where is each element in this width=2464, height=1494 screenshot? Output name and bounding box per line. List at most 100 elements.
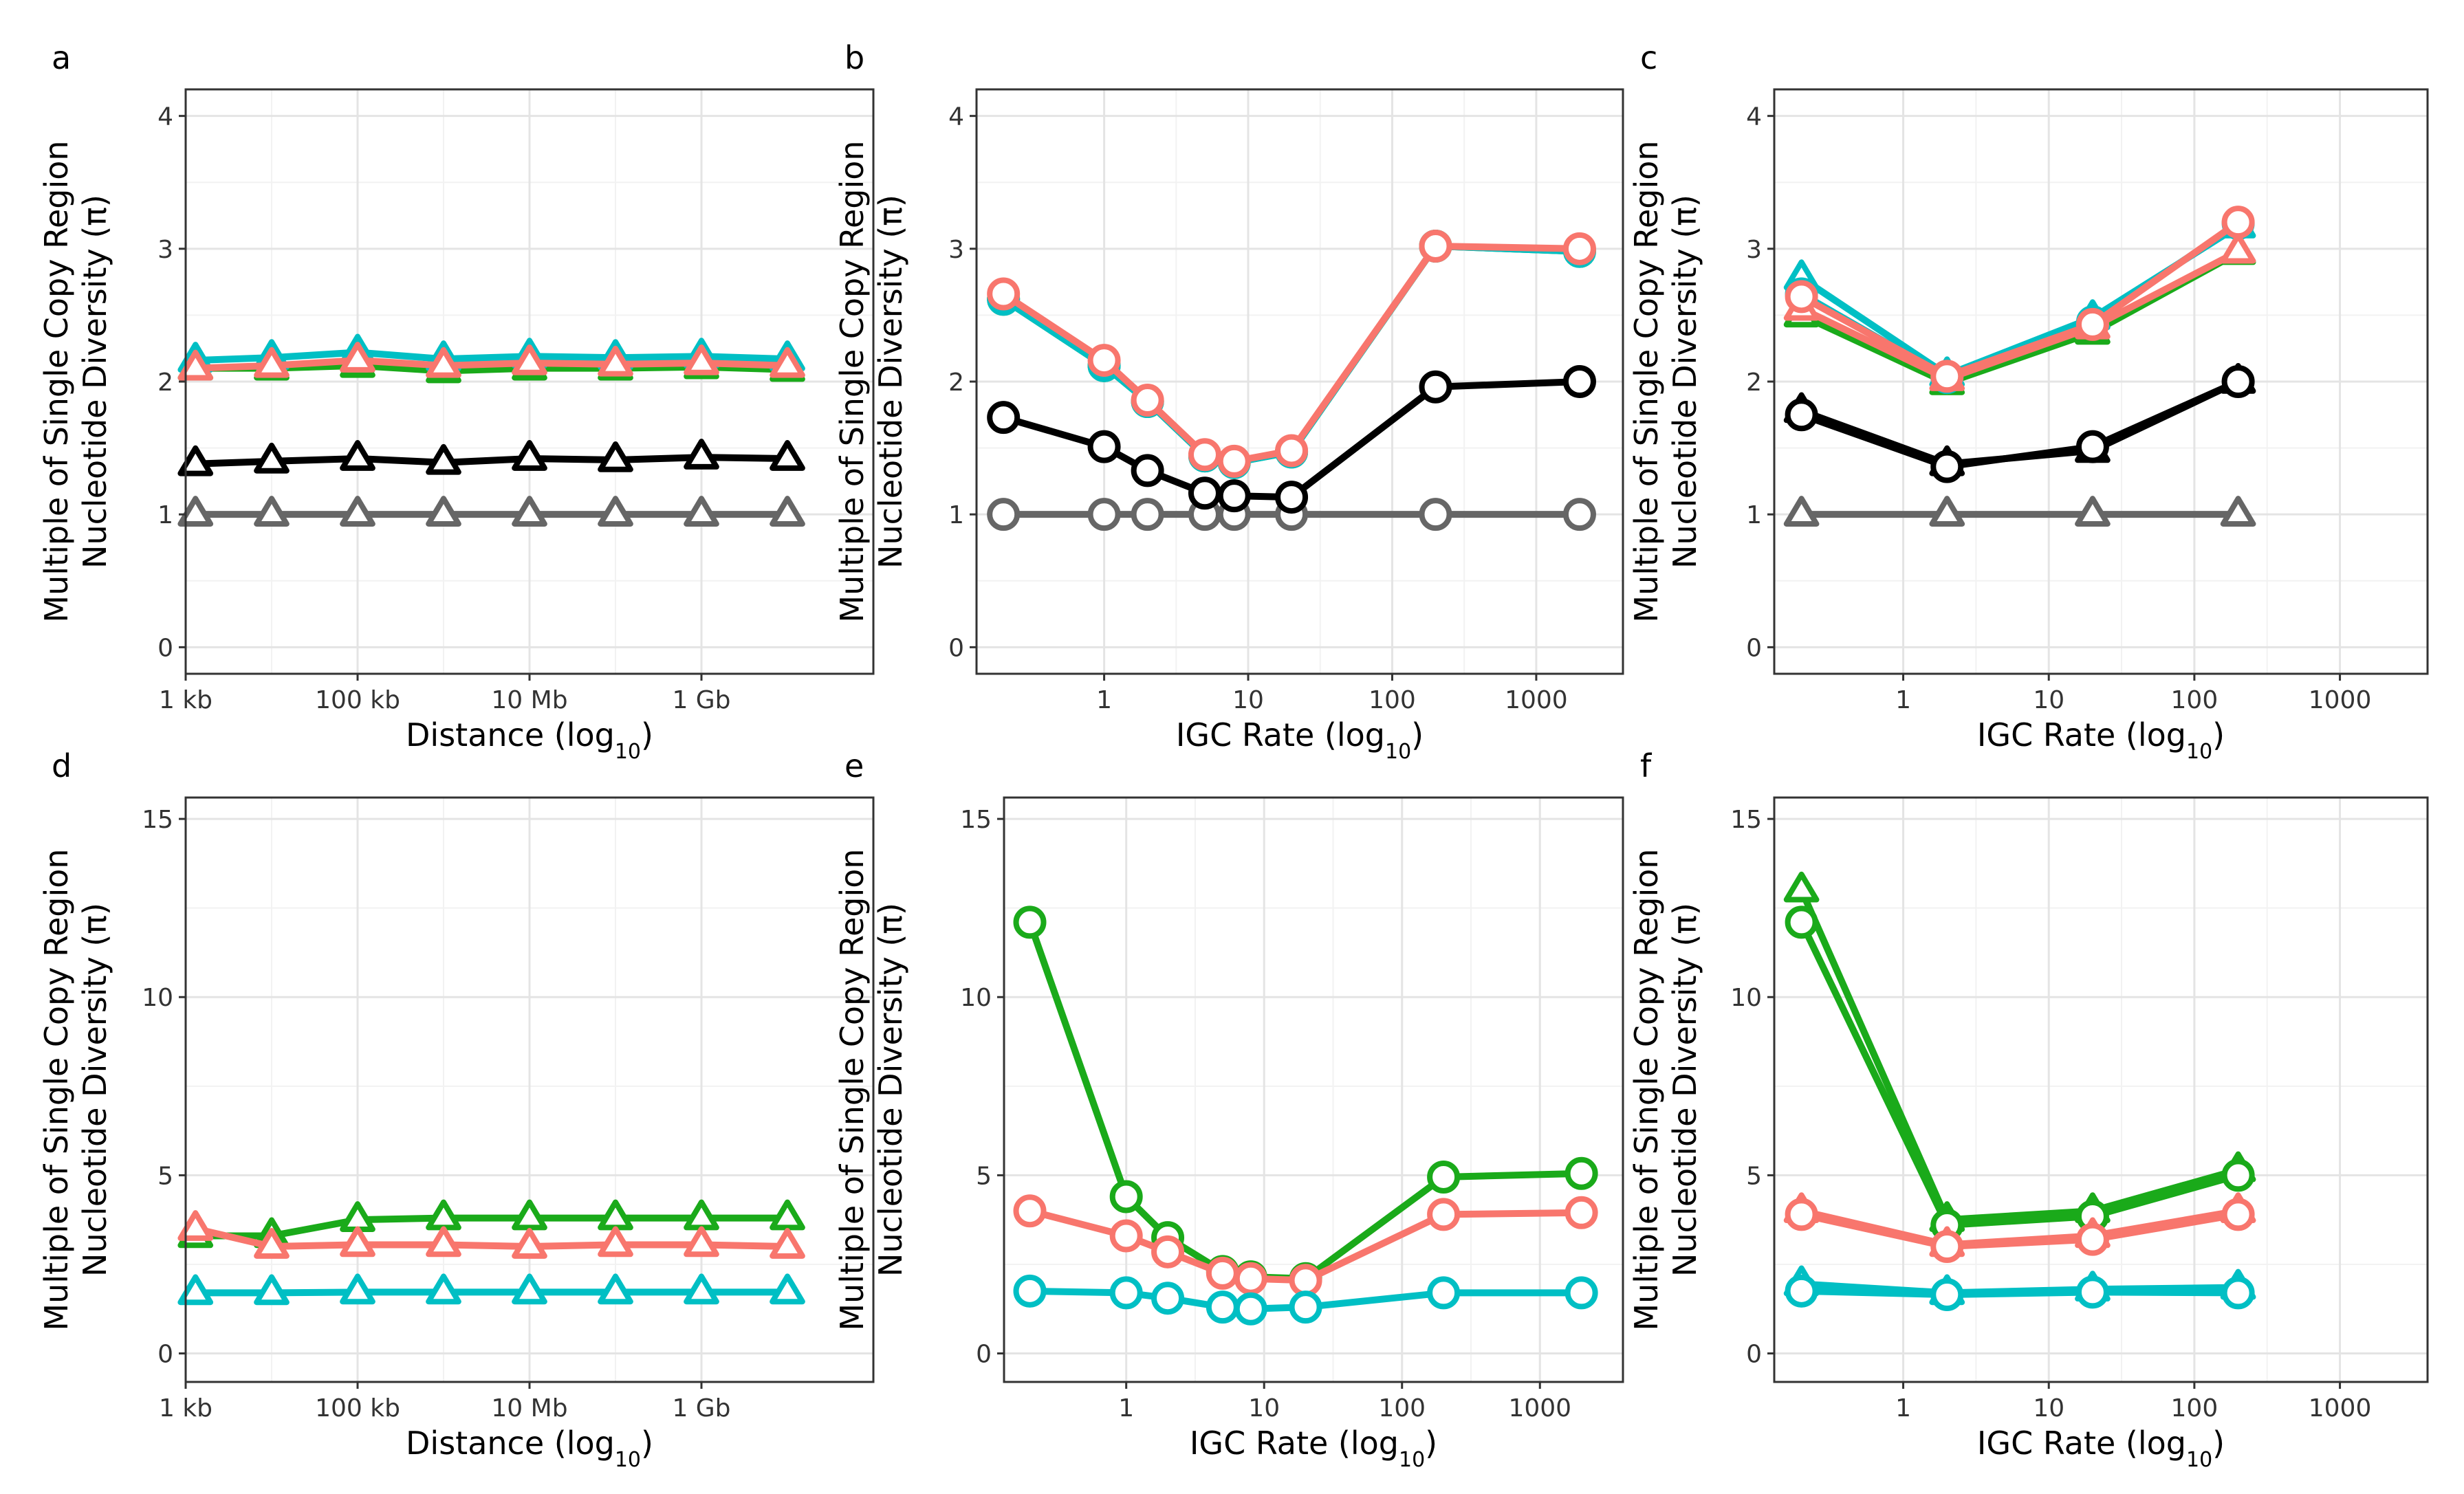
x-tick-label: 10 [2033,1394,2064,1422]
data-point-circle [1562,498,1596,531]
data-point-triangle [177,349,214,381]
series-line-green [192,1214,791,1240]
data-point-circle [1087,430,1121,463]
data-point-triangle [2220,496,2256,527]
data-point-circle [1217,479,1251,513]
series-line-cyan [1798,1287,2242,1299]
x-tick-label: 100 [1369,686,1416,714]
data-point-triangle [254,347,290,378]
data-point-triangle [177,1274,214,1306]
y-tick-label: 0 [1746,1341,1762,1369]
data-point-circle [1419,370,1452,404]
data-point-triangle [177,1210,214,1241]
data-point-circle [1206,1256,1239,1290]
data-point-circle [1206,1290,1239,1324]
series-line-cyan [192,349,791,364]
x-tick-label: 1 Gb [672,1394,730,1422]
data-point-circle [1131,384,1164,417]
x-tick-label: 1000 [2309,1394,2372,1422]
data-point-triangle [340,1273,375,1305]
data-point-circle [1131,498,1164,531]
data-point-circle [1562,232,1596,265]
data-point-triangle [340,1226,375,1257]
data-point-circle [987,498,1021,531]
x-tick-label: 1000 [1508,1394,1571,1422]
data-point-triangle [770,440,805,471]
data-point-triangle [1783,871,1820,903]
y-tick-label: 0 [157,634,173,662]
panel-label: d [52,747,72,784]
data-point-circle [1188,438,1221,472]
panel-label: c [1640,39,1657,76]
panel-a: 0 1 2 3 4 1 kb 100 kb 10 Mb 1 Gb Distance (log10)… [38,39,875,764]
data-point-triangle [770,1228,805,1259]
data-point-triangle [512,1228,547,1259]
y-tick-label: 10 [1730,984,1762,1012]
data-point-circle [2221,206,2255,239]
data-point-circle [2075,307,2109,341]
panel-f: 0 5 10 15 1 10 100 1000 IGC Rate (log10) Multiple… [1628,747,2429,1472]
data-point-circle [1930,1230,1964,1264]
y-tick-label: 2 [1746,369,1762,397]
panel-d: 0 5 10 15 1 kb 100 kb 10 Mb 1 Gb Distance (log10… [38,747,875,1472]
y-tick-label: 1 [1746,501,1762,529]
data-point-circle [1785,1198,1818,1231]
y-tick-label: 4 [157,103,173,131]
data-point-circle [1427,1276,1461,1310]
data-point-circle [1234,1262,1267,1295]
data-point-circle [1564,1196,1598,1229]
x-tick-label: 100 [2171,1394,2218,1422]
panel-label: a [52,39,71,76]
series-line-cyan [192,1288,791,1297]
y-tick-label: 4 [948,103,964,131]
data-point-triangle [770,496,805,527]
y-tick-label: 3 [948,236,964,264]
y-axis-title: Multiple of Single Copy RegionNucleotide… [833,140,909,622]
data-point-circle [2221,1276,2255,1310]
y-tick-label: 3 [157,236,173,264]
data-point-triangle [426,496,461,527]
y-tick-label: 2 [948,369,964,397]
data-point-triangle [512,1273,547,1305]
data-point-circle [2075,1222,2109,1256]
x-tick-label: 10 [2033,686,2064,714]
data-point-circle [1188,476,1221,510]
y-axis-title: Multiple of Single Copy RegionNucleotide… [38,848,113,1330]
y-tick-label: 5 [157,1162,173,1190]
plot-border [1773,796,2429,1383]
panel-e: 0 5 10 15 1 10 100 1000 IGC Rate (log10) Multiple… [833,747,1624,1472]
x-tick-label: 1 [1895,686,1911,714]
data-point-circle [1289,1290,1322,1324]
data-point-circle [1562,365,1596,398]
data-point-triangle [512,496,547,527]
data-point-circle [1087,344,1121,377]
data-point-triangle [254,442,290,474]
data-point-circle [1109,1276,1143,1310]
y-axis-title: Multiple of Single Copy RegionNucleotide… [1628,848,1703,1330]
data-point-triangle [598,1273,633,1305]
data-point-circle [1109,1180,1143,1213]
x-tick-label: 1 [1096,686,1112,714]
data-point-triangle [684,1226,719,1257]
data-point-triangle [2075,496,2111,527]
data-point-triangle [254,1228,290,1259]
data-point-triangle [684,1273,719,1305]
x-axis-title: IGC Rate (log10) [1977,716,2225,764]
data-point-triangle [340,342,375,373]
x-tick-label: 1000 [1505,686,1568,714]
data-point-circle [987,277,1021,311]
data-point-triangle [340,440,375,471]
x-tick-label: 100 [1378,1394,1426,1422]
data-point-circle [1785,1274,1818,1308]
data-point-triangle [598,496,633,527]
data-point-circle [1275,481,1309,514]
data-point-triangle [1783,496,1820,527]
x-tick-label: 1 [1118,1394,1134,1422]
panel-label: b [844,39,864,76]
y-tick-label: 5 [1746,1162,1762,1190]
data-point-circle [1419,498,1452,531]
panel-label: f [1640,747,1653,784]
x-axis-title: Distance (log10) [406,1425,653,1472]
data-point-triangle [254,496,290,527]
x-tick-label: 10 Mb [491,686,567,714]
